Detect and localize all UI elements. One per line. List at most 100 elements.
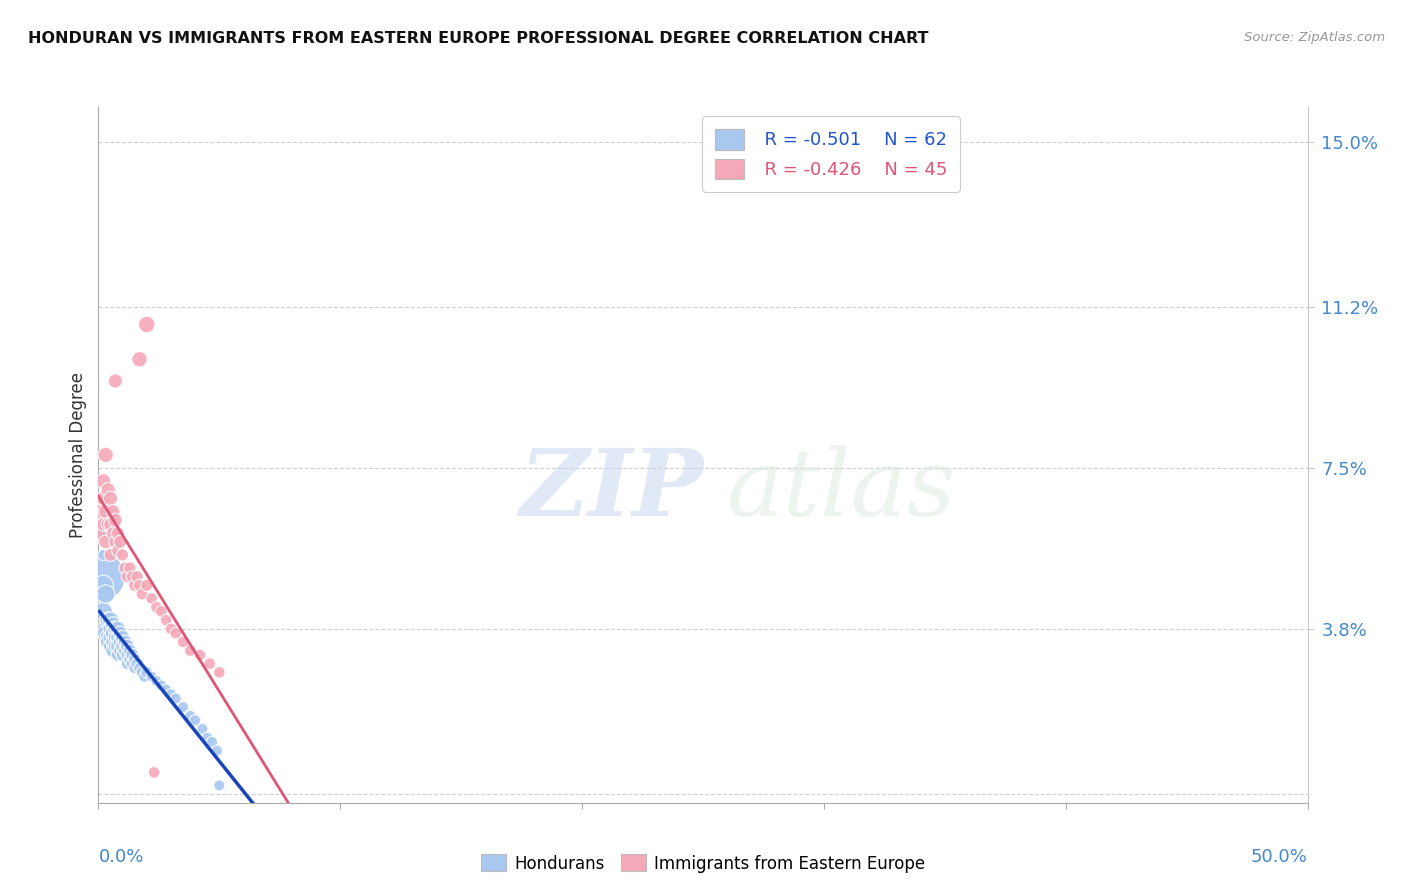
Point	[179, 643, 201, 657]
Point	[155, 682, 177, 697]
Point	[117, 570, 139, 584]
Point	[91, 605, 114, 619]
Point	[108, 626, 131, 640]
Point	[117, 657, 139, 671]
Point	[172, 700, 194, 714]
Point	[117, 648, 139, 662]
Point	[131, 665, 153, 680]
Point	[118, 643, 141, 657]
Point	[201, 735, 224, 749]
Point	[131, 587, 153, 601]
Point	[91, 491, 114, 506]
Point	[184, 713, 207, 727]
Point	[208, 665, 231, 680]
Point	[111, 548, 134, 562]
Point	[195, 731, 218, 745]
Point	[150, 678, 173, 692]
Point	[127, 570, 149, 584]
Point	[94, 448, 117, 462]
Point	[128, 578, 150, 592]
Point	[135, 318, 157, 332]
Point	[118, 652, 141, 666]
Point	[107, 648, 129, 662]
Point	[150, 605, 173, 619]
Point	[107, 543, 129, 558]
Point	[90, 526, 112, 541]
Point	[104, 374, 127, 388]
Point	[141, 670, 163, 684]
Text: 0.0%: 0.0%	[98, 848, 143, 866]
Point	[97, 631, 120, 645]
Point	[135, 578, 157, 592]
Point	[100, 517, 122, 532]
Point	[160, 687, 183, 701]
Point	[128, 661, 150, 675]
Point	[124, 578, 146, 592]
Point	[94, 622, 117, 636]
Point	[100, 631, 122, 645]
Point	[104, 639, 127, 653]
Point	[188, 648, 211, 662]
Point	[111, 639, 134, 653]
Point	[124, 661, 146, 675]
Point	[172, 635, 194, 649]
Point	[91, 548, 114, 562]
Point	[141, 591, 163, 606]
Legend: Hondurans, Immigrants from Eastern Europe: Hondurans, Immigrants from Eastern Europ…	[474, 847, 932, 880]
Point	[108, 643, 131, 657]
Point	[91, 517, 114, 532]
Point	[100, 622, 122, 636]
Point	[94, 504, 117, 518]
Point	[108, 534, 131, 549]
Point	[121, 657, 143, 671]
Point	[121, 648, 143, 662]
Point	[94, 587, 117, 601]
Point	[114, 635, 136, 649]
Point	[111, 631, 134, 645]
Point	[108, 635, 131, 649]
Point	[101, 643, 124, 657]
Point	[101, 526, 124, 541]
Point	[117, 639, 139, 653]
Point	[124, 652, 146, 666]
Point	[97, 483, 120, 497]
Point	[104, 534, 127, 549]
Point	[100, 548, 122, 562]
Point	[100, 613, 122, 627]
Point	[90, 504, 112, 518]
Point	[134, 670, 156, 684]
Point	[91, 578, 114, 592]
Point	[90, 526, 112, 541]
Point	[97, 613, 120, 627]
Point	[94, 534, 117, 549]
Point	[97, 635, 120, 649]
Point	[104, 622, 127, 636]
Point	[91, 474, 114, 488]
Point	[155, 613, 177, 627]
Point	[107, 526, 129, 541]
Point	[143, 765, 166, 780]
Text: HONDURAN VS IMMIGRANTS FROM EASTERN EUROPE PROFESSIONAL DEGREE CORRELATION CHART: HONDURAN VS IMMIGRANTS FROM EASTERN EURO…	[28, 31, 928, 46]
Point	[107, 622, 129, 636]
Point	[127, 657, 149, 671]
Point	[145, 600, 167, 615]
Legend:   R = -0.501    N = 62,   R = -0.426    N = 45: R = -0.501 N = 62, R = -0.426 N = 45	[703, 116, 960, 192]
Point	[165, 626, 187, 640]
Point	[160, 622, 183, 636]
Point	[205, 744, 228, 758]
Point	[101, 504, 124, 518]
Text: ZIP: ZIP	[519, 445, 703, 534]
Point	[121, 570, 143, 584]
Text: atlas: atlas	[727, 445, 956, 534]
Point	[94, 626, 117, 640]
Point	[100, 639, 122, 653]
Y-axis label: Professional Degree: Professional Degree	[69, 372, 87, 538]
Point	[111, 648, 134, 662]
Point	[118, 561, 141, 575]
Point	[208, 778, 231, 792]
Point	[101, 626, 124, 640]
Point	[135, 665, 157, 680]
Point	[107, 631, 129, 645]
Point	[128, 352, 150, 367]
Text: 50.0%: 50.0%	[1251, 848, 1308, 866]
